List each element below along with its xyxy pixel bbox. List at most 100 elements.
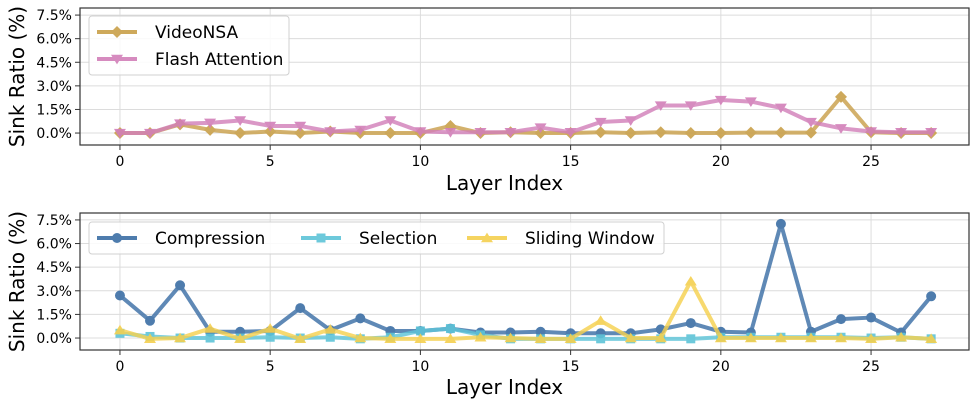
- data-point: [204, 123, 217, 136]
- y-axis-label: Sink Ratio (%): [5, 211, 29, 352]
- data-point: [294, 127, 307, 140]
- data-point: [114, 290, 125, 301]
- legend-item: [97, 26, 137, 38]
- data-point: [775, 218, 786, 229]
- x-tick-label: 25: [862, 154, 880, 170]
- data-point: [265, 332, 275, 342]
- data-point: [145, 315, 156, 326]
- x-tick-label: 0: [115, 154, 124, 170]
- data-point: [234, 333, 247, 344]
- data-point: [926, 291, 937, 302]
- data-point: [596, 334, 606, 344]
- data-point: [354, 332, 367, 343]
- data-point: [534, 123, 547, 133]
- data-point: [774, 103, 787, 114]
- legend-label: VideoNSA: [155, 23, 238, 43]
- data-point: [384, 127, 397, 140]
- data-point: [594, 126, 607, 139]
- y-tick-label: 0.0%: [36, 126, 72, 142]
- data-point: [774, 126, 787, 139]
- data-point: [804, 332, 817, 343]
- x-axis-label: Layer Index: [446, 171, 563, 195]
- legend: Compression Selection Sliding Window: [88, 221, 665, 255]
- data-point: [234, 116, 247, 126]
- data-point: [474, 331, 487, 342]
- data-point: [113, 128, 126, 139]
- data-point: [774, 332, 787, 343]
- data-point: [804, 126, 817, 139]
- y-tick-label: 4.5%: [36, 260, 72, 276]
- legend-box: [88, 15, 290, 76]
- y-tick-label: 6.0%: [36, 237, 72, 253]
- x-axis-label: Layer Index: [446, 375, 563, 399]
- data-point: [594, 315, 607, 325]
- data-point: [835, 332, 848, 343]
- series-sliding-window: [113, 275, 938, 344]
- data-point: [474, 128, 487, 138]
- data-point: [835, 90, 848, 103]
- axes-frame: [79, 7, 970, 146]
- legend-marker: [316, 233, 326, 243]
- data-point: [325, 332, 335, 342]
- data-point: [654, 126, 667, 139]
- data-point: [384, 333, 397, 344]
- data-point: [654, 332, 667, 343]
- data-point: [444, 333, 457, 344]
- data-point: [686, 334, 696, 344]
- data-point: [564, 128, 577, 138]
- data-point: [535, 326, 546, 337]
- data-point: [354, 125, 367, 136]
- data-point: [714, 332, 727, 343]
- data-point: [175, 280, 186, 291]
- data-point: [414, 127, 427, 137]
- data-point: [684, 127, 697, 140]
- data-point: [204, 118, 217, 129]
- data-point: [895, 331, 908, 342]
- data-point: [414, 333, 427, 344]
- y-tick-label: 3.0%: [36, 284, 72, 300]
- legend-marker: [481, 232, 493, 243]
- data-point: [654, 101, 667, 111]
- legend-label: Compression: [155, 229, 265, 249]
- data-point: [264, 125, 277, 138]
- data-point: [174, 332, 187, 343]
- data-point: [355, 313, 366, 324]
- chart-panel-2: 0 5 10 15 20 25 0.0% 1.5% 3.0% 4.5% 6.0% 7.5% Layer …: [5, 211, 970, 399]
- data-point: [504, 128, 517, 138]
- data-point: [324, 127, 337, 137]
- data-point: [294, 121, 307, 132]
- data-point: [714, 127, 727, 140]
- data-point: [294, 333, 307, 344]
- data-point: [295, 303, 306, 314]
- x-tick-label: 15: [562, 359, 580, 375]
- data-point: [444, 128, 457, 138]
- data-point: [264, 121, 277, 132]
- data-point: [174, 119, 187, 130]
- y-tick-label: 6.0%: [36, 32, 72, 48]
- legend-item: [467, 232, 507, 243]
- data-point: [384, 116, 397, 126]
- data-point: [925, 333, 938, 344]
- legend-marker: [111, 54, 123, 65]
- data-point: [865, 127, 878, 137]
- legend-item: [97, 233, 137, 243]
- series-line: [119, 98, 932, 136]
- legend-marker: [111, 26, 123, 38]
- x-tick-label: 5: [266, 359, 275, 375]
- y-tick-label: 0.0%: [36, 331, 72, 347]
- data-point: [744, 332, 757, 343]
- x-tick-label: 10: [411, 154, 429, 170]
- data-point: [624, 127, 637, 140]
- data-point: [624, 116, 637, 126]
- y-tick-label: 1.5%: [36, 307, 72, 323]
- data-point: [144, 128, 157, 139]
- data-point: [866, 312, 877, 323]
- data-point: [714, 95, 727, 106]
- x-tick-label: 25: [862, 359, 880, 375]
- data-point: [113, 324, 126, 335]
- y-tick-label: 1.5%: [36, 102, 72, 118]
- data-point: [564, 333, 577, 344]
- x-tick-label: 15: [562, 154, 580, 170]
- y-tick-label: 7.5%: [36, 213, 72, 229]
